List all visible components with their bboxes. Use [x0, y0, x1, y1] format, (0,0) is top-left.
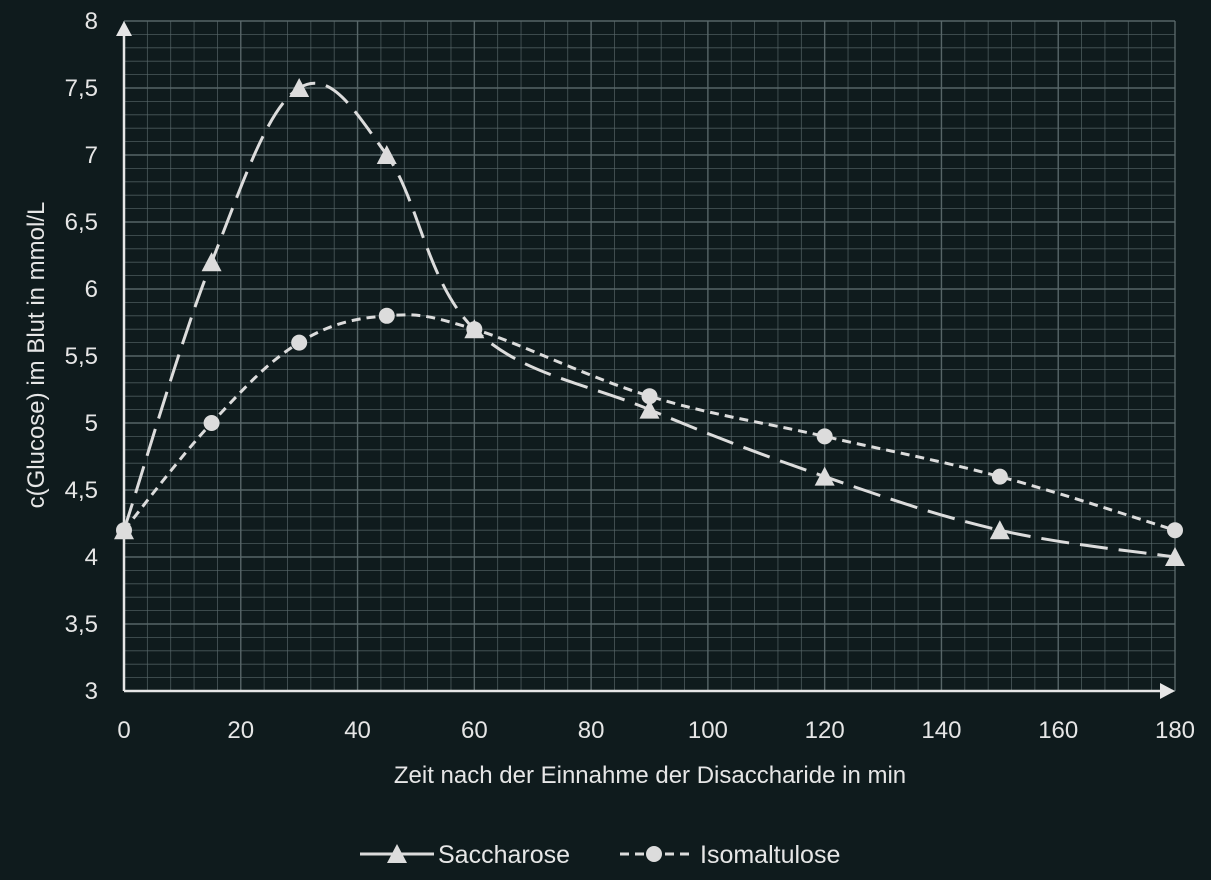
y-tick-label: 5 [85, 410, 98, 437]
x-axis-title: Zeit nach der Einnahme der Disaccharide … [394, 762, 906, 789]
x-tick-label: 180 [1155, 717, 1195, 744]
axes [116, 21, 1175, 699]
data-point-triangle-saccharose [289, 78, 310, 97]
x-tick-label: 100 [688, 717, 728, 744]
y-tick-label: 5,5 [65, 343, 98, 370]
data-point-triangle-saccharose [376, 145, 397, 164]
legend-triangle-icon [387, 844, 407, 863]
data-point-circle-isomaltulose [641, 388, 658, 405]
x-tick-label: 0 [117, 717, 130, 744]
y-tick-label: 4,5 [65, 477, 98, 504]
data-point-triangle-saccharose [989, 520, 1010, 540]
x-tick-label: 160 [1038, 717, 1078, 744]
y-tick-label: 4 [85, 544, 98, 571]
x-tick-label: 40 [344, 717, 371, 744]
data-point-triangle-saccharose [639, 399, 660, 419]
y-axis-title: c(Glucose) im Blut in mmol/L [23, 202, 50, 509]
x-tick-label: 120 [805, 717, 845, 744]
series-line-isomaltulose [122, 313, 1176, 532]
data-point-circle-isomaltulose [378, 307, 395, 324]
y-tick-label: 6,5 [65, 209, 98, 236]
x-tick-label: 60 [461, 717, 488, 744]
y-tick-label: 7,5 [65, 75, 98, 102]
data-point-triangle-saccharose [814, 466, 835, 486]
data-point-triangle-saccharose [201, 252, 222, 272]
data-point-circle-isomaltulose [1167, 522, 1183, 539]
series-saccharose [114, 78, 1185, 566]
legend-label-isomaltulose: Isomaltulose [700, 841, 840, 869]
y-tick-label: 3 [85, 678, 98, 705]
x-tick-label: 20 [227, 717, 254, 744]
legend-label-saccharose: Saccharose [438, 841, 570, 869]
y-tick-label: 6 [85, 276, 98, 303]
data-point-circle-isomaltulose [991, 468, 1008, 485]
data-point-circle-isomaltulose [816, 428, 833, 445]
y-axis-arrow-icon [116, 21, 132, 36]
tick-labels: 0 20 40 60 80 100 120 140 160 180 3 3,5 4 4,5 5 5,5 6 6,5… [65, 8, 1195, 744]
data-point-triangle-saccharose [1165, 547, 1185, 566]
y-tick-label: 8 [85, 8, 98, 35]
data-point-circle-isomaltulose [116, 522, 132, 539]
legend-item-isomaltulose: Isomaltulose [620, 841, 840, 869]
x-axis-arrow-icon [1160, 683, 1175, 699]
grid [123, 20, 1176, 692]
legend: Saccharose Isomaltulose [360, 841, 840, 869]
legend-circle-icon [646, 846, 662, 862]
y-tick-label: 3,5 [65, 611, 98, 638]
data-point-circle-isomaltulose [291, 334, 308, 351]
series-layer [114, 78, 1185, 566]
y-tick-label: 7 [85, 142, 98, 169]
x-tick-label: 80 [578, 717, 605, 744]
series-isomaltulose [116, 307, 1183, 539]
data-point-circle-isomaltulose [203, 415, 220, 431]
legend-item-saccharose: Saccharose [360, 841, 570, 869]
x-tick-label: 140 [921, 717, 961, 744]
data-point-circle-isomaltulose [466, 321, 483, 338]
